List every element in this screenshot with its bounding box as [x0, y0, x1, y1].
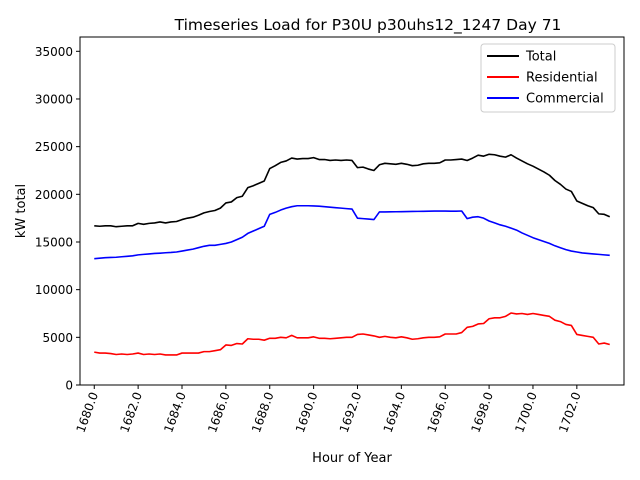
chart-title: Timeseries Load for P30U p30uhs12_1247 D…: [174, 16, 562, 35]
legend-label-commercial: Commercial: [526, 92, 604, 107]
legend-label-total: Total: [525, 50, 556, 65]
y-tick-label: 30000: [35, 92, 73, 106]
x-axis-label: Hour of Year: [312, 451, 392, 466]
series-line-residential: [94, 312, 610, 356]
legend: Total Residential Commercial: [480, 43, 616, 113]
y-tick-label: 20000: [35, 188, 73, 202]
legend-box: [480, 43, 616, 113]
y-axis-label: kW total: [14, 184, 29, 238]
plot-frame: [79, 36, 625, 386]
legend-label-residential: Residential: [526, 71, 598, 86]
y-axis: 0 5000 10000 15000 20000 25000 30000 35000: [35, 45, 80, 393]
y-tick-label: 5000: [42, 331, 73, 345]
y-tick-label: 15000: [35, 235, 73, 249]
series-line-total: [94, 153, 611, 228]
series-line-commercial: [94, 204, 610, 260]
series-group: [94, 153, 611, 356]
y-tick-label: 10000: [35, 283, 73, 297]
y-tick-label: 25000: [35, 140, 73, 154]
y-tick-label: 0: [65, 379, 73, 393]
y-tick-label: 35000: [35, 45, 73, 59]
